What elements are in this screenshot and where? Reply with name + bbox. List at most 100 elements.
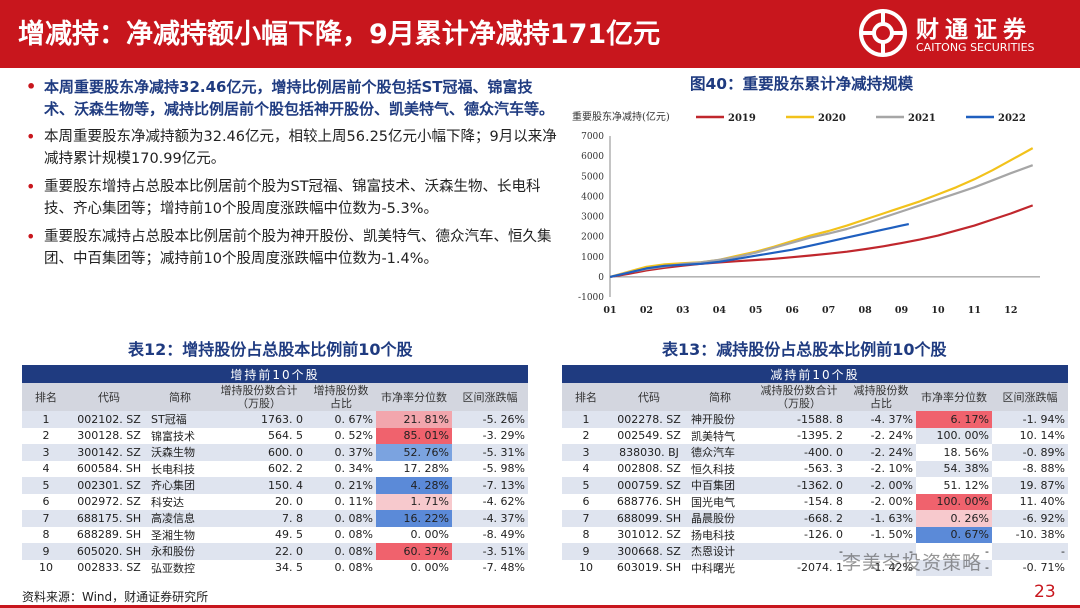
table-cell: 002278. SZ — [610, 411, 688, 428]
summary-bullets: 本周重要股东净减持32.46亿元，增持比例居前个股包括ST冠福、锦富技术、沃森生… — [22, 76, 562, 276]
table-cell: -7. 48% — [452, 559, 529, 576]
table-cell: 扬电科技 — [688, 526, 752, 543]
table-cell: 0. 08% — [306, 526, 376, 543]
table-cell: -2. 24% — [846, 427, 916, 444]
table-row: 3 838030. BJ 德众汽车 -400. 0 -2. 24% 18. 56% -0. … — [562, 444, 1069, 461]
watermark-text: 李美岑投资策略 — [842, 552, 983, 574]
y-tick-label: 1000 — [581, 253, 604, 263]
table-cell: -4. 37% — [846, 411, 916, 428]
table-cell: -4. 37% — [452, 510, 529, 527]
table-row: 8 688289. SH 圣湘生物 49. 5 0. 08% 0. 00% -8. 49% — [22, 526, 529, 543]
table-cell: 002549. SZ — [610, 427, 688, 444]
table-cell: 18. 56% — [916, 444, 992, 461]
table-cell: 0. 21% — [306, 477, 376, 494]
table-cell: -4. 62% — [452, 493, 529, 510]
table-cell: -2074. 1 — [752, 559, 846, 576]
table-top-header: 减持前10个股 — [562, 365, 1069, 383]
table-cell: 5 — [22, 477, 70, 494]
table-row: 1 002278. SZ 神开股份 -1588. 8 -4. 37% 6. 17% -1. … — [562, 411, 1069, 428]
table-cell: - — [992, 543, 1069, 560]
table-cell: 4 — [22, 460, 70, 477]
logo-text-cn: 财通证券 — [916, 17, 1032, 43]
y-axis-label: 重要股东净减持(亿元) — [572, 110, 670, 123]
table-cell: -0. 89% — [992, 444, 1069, 461]
x-tick-label: 11 — [968, 305, 981, 316]
table-cell: 600. 0 — [212, 444, 306, 461]
table-cell: 杰恩设计 — [688, 543, 752, 560]
column-header: 区间涨跌幅 — [452, 383, 529, 411]
table-cell: 锦富技术 — [148, 427, 212, 444]
table-cell: 1. 71% — [376, 493, 452, 510]
table-cell: 科安达 — [148, 493, 212, 510]
table-cell: 002102. SZ — [70, 411, 148, 428]
bottom-rule — [0, 605, 1080, 608]
column-header: 排名 — [22, 383, 70, 411]
chart-title: 图40：重要股东累计净减持规模 — [690, 75, 914, 93]
caitong-logo-icon — [859, 9, 907, 57]
bullet-item: 本周重要股东净减持32.46亿元，增持比例居前个股包括ST冠福、锦富技术、沃森生… — [22, 76, 562, 120]
table-row: 6 002972. SZ 科安达 20. 0 0. 11% 1. 71% -4. 62% — [22, 493, 529, 510]
table-cell: 晶晨股份 — [688, 510, 752, 527]
table-cell: -5. 26% — [452, 411, 529, 428]
table-cell: -8. 88% — [992, 460, 1069, 477]
table-cell: 0. 34% — [306, 460, 376, 477]
y-tick-label: 5000 — [581, 172, 604, 182]
table-cell: 100. 00% — [916, 427, 992, 444]
table-cell: 54. 38% — [916, 460, 992, 477]
column-header: 区间涨跌幅 — [992, 383, 1069, 411]
table-cell: - — [916, 559, 992, 576]
table-cell: 0. 08% — [306, 510, 376, 527]
table-row: 7 688175. SH 高凌信息 7. 8 0. 08% 16. 22% -4. 37% — [22, 510, 529, 527]
table-top-header: 增持前10个股 — [22, 365, 529, 383]
table-cell: 22. 0 — [212, 543, 306, 560]
table-cell: 17. 28% — [376, 460, 452, 477]
table-cell: -1395. 2 — [752, 427, 846, 444]
x-tick-label: 12 — [1004, 305, 1017, 316]
table-row: 5 002301. SZ 齐心集团 150. 4 0. 21% 4. 28% -7. 13% — [22, 477, 529, 494]
series-line — [609, 223, 910, 278]
table-cell: 11. 40% — [992, 493, 1069, 510]
column-header: 简称 — [148, 383, 212, 411]
table-cell: 圣湘生物 — [148, 526, 212, 543]
table-cell: 0. 08% — [306, 559, 376, 576]
table-cell: 1 — [562, 411, 610, 428]
legend-entry: 2021 — [908, 113, 936, 124]
table-row: 10 603019. SH 中科曙光 -2074. 1 -1. 42% - -0. 71% — [562, 559, 1069, 576]
table-cell: 20. 0 — [212, 493, 306, 510]
table-cell: -5. 98% — [452, 460, 529, 477]
table-cell: 0. 67% — [916, 526, 992, 543]
table-cell: 凯美特气 — [688, 427, 752, 444]
table-cell: 602. 2 — [212, 460, 306, 477]
table-cell: 838030. BJ — [610, 444, 688, 461]
page-title: 增减持：净减持额小幅下降，9月累计净减持171亿元 — [18, 19, 661, 50]
table-cell: 高凌信息 — [148, 510, 212, 527]
table-cell: 10. 14% — [992, 427, 1069, 444]
table-row: 2 300128. SZ 锦富技术 564. 5 0. 52% 85. 01% -3. 29… — [22, 427, 529, 444]
table-cell: -1362. 0 — [752, 477, 846, 494]
table-cell: -563. 3 — [752, 460, 846, 477]
table-cell: 0. 11% — [306, 493, 376, 510]
y-tick-label: 4000 — [581, 192, 604, 202]
table-cell: -10. 38% — [992, 526, 1069, 543]
table-cell: ST冠福 — [148, 411, 212, 428]
table-cell: 2 — [562, 427, 610, 444]
table-cell: -2. 24% — [846, 444, 916, 461]
table-row: 8 301012. SZ 扬电科技 -126. 0 -1. 50% 0. 67% -10. … — [562, 526, 1069, 543]
x-tick-label: 04 — [713, 305, 727, 316]
table-cell: -2. 00% — [846, 493, 916, 510]
y-tick-label: 3000 — [581, 213, 604, 223]
table-cell: 国光电气 — [688, 493, 752, 510]
table-cell: -126. 0 — [752, 526, 846, 543]
table-cell: 688099. SH — [610, 510, 688, 527]
bullet-item: 重要股东减持占总股本比例居前个股为神开股份、凯美特气、德众汽车、恒久集团、中百集… — [22, 226, 562, 270]
table-cell: 688776. SH — [610, 493, 688, 510]
table-cell: 神开股份 — [688, 411, 752, 428]
table-cell: -3. 51% — [452, 543, 529, 560]
table-cell: 永和股份 — [148, 543, 212, 560]
table-cell: -668. 2 — [752, 510, 846, 527]
table-cell: 16. 22% — [376, 510, 452, 527]
column-header: 增持股份数占比 — [306, 383, 376, 411]
y-tick-label: 6000 — [581, 152, 604, 162]
bullet-item: 重要股东增持占总股本比例居前个股为ST冠福、锦富技术、沃森生物、长电科技、齐心集… — [22, 176, 562, 220]
y-tick-label: 0 — [598, 273, 604, 283]
